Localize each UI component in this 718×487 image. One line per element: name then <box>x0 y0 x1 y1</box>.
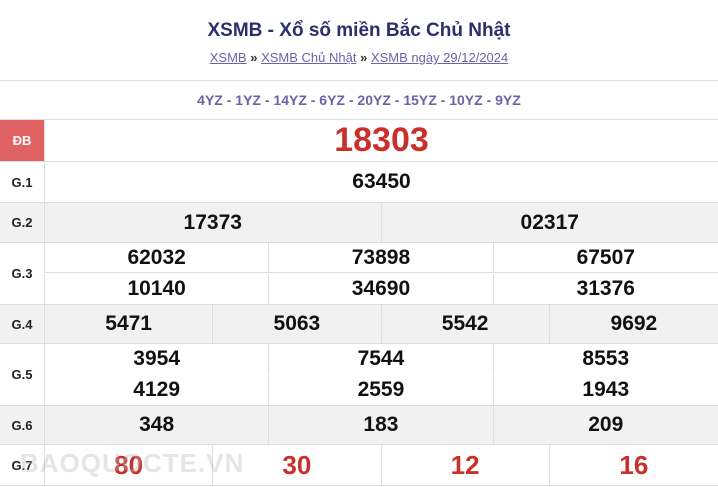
prize-number: 209 <box>588 413 624 436</box>
special-codes: 4YZ - 1YZ - 14YZ - 6YZ - 20YZ - 15YZ - 1… <box>0 81 718 120</box>
prize-row-g4: G.4 5471 5063 5542 9692 <box>0 305 718 344</box>
breadcrumb-separator: » <box>250 50 258 65</box>
prize-label: G.1 <box>0 162 45 202</box>
prize-row-g6: G.6 348 183 209 <box>0 406 718 445</box>
prize-number: 30 <box>213 445 382 485</box>
prize-label: G.7 <box>0 445 45 485</box>
prize-number: 73898 <box>269 243 494 273</box>
prize-number: 3954 <box>45 344 270 374</box>
prize-number: 12 <box>382 445 550 485</box>
prize-number: 8553 <box>582 347 630 370</box>
prize-number: 31376 <box>576 276 635 300</box>
prize-number: 7544 <box>269 344 494 374</box>
prize-row-g1: G.1 63450 <box>0 162 718 203</box>
prize-number: 67507 <box>493 243 718 273</box>
prize-number: 17373 <box>45 203 382 242</box>
prize-label: G.6 <box>0 406 45 444</box>
prize-number: 63450 <box>352 170 411 193</box>
breadcrumb-xsmb[interactable]: XSMB <box>209 50 247 65</box>
prize-row-g5: G.5 3954 7544 8553 4129 2559 1943 <box>0 344 718 406</box>
breadcrumb-xsmb-chu-nhat[interactable]: XSMB Chủ Nhật <box>261 50 357 65</box>
prize-number: 34690 <box>269 273 494 304</box>
prize-number: 1943 <box>582 377 630 401</box>
prize-number: 4129 <box>45 374 270 405</box>
breadcrumb-xsmb-date[interactable]: XSMB ngày 29/12/2024 <box>370 50 509 65</box>
prize-number: 62032 <box>45 243 270 273</box>
prize-number: 5063 <box>213 305 382 343</box>
prize-row-g7: G.7 80 30 12 16 <box>0 445 718 486</box>
prize-label: ĐB <box>0 120 45 161</box>
prize-label: G.4 <box>0 305 45 343</box>
prize-number: 5542 <box>382 305 550 343</box>
prize-label: G.2 <box>0 203 45 242</box>
prize-number: 9692 <box>610 312 658 335</box>
breadcrumb-separator: » <box>360 50 368 65</box>
header: XSMB - Xổ số miền Bắc Chủ Nhật XSMB » XS… <box>0 0 718 81</box>
prize-label: G.5 <box>0 344 45 405</box>
prize-number: 10140 <box>45 273 270 304</box>
page-title: XSMB - Xổ số miền Bắc Chủ Nhật <box>207 20 511 41</box>
prize-row-g3: G.3 62032 73898 67507 10140 34690 31376 <box>0 243 718 305</box>
prize-row-g2: G.2 17373 02317 <box>0 203 718 243</box>
breadcrumb: XSMB » XSMB Chủ Nhật » XSMB ngày 29/12/2… <box>0 50 718 65</box>
prize-number: 16 <box>619 449 649 480</box>
prize-row-db: ĐB 18303 <box>0 120 718 162</box>
prize-number: 80 <box>45 445 214 485</box>
prize-number: 18303 <box>334 121 429 159</box>
prize-number: 02317 <box>520 210 579 234</box>
prize-number: 2559 <box>269 374 494 405</box>
prize-number: 348 <box>45 406 270 444</box>
prize-number: 5471 <box>45 305 214 343</box>
prize-label: G.3 <box>0 243 45 304</box>
prize-number: 183 <box>269 406 494 444</box>
